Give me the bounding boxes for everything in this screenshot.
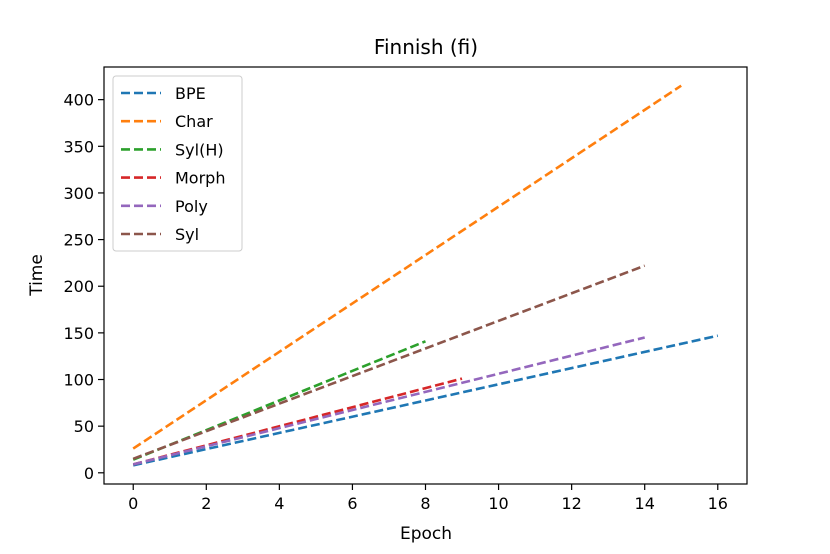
x-tick-label: 2 [201, 494, 211, 513]
x-tick-label: 8 [420, 494, 430, 513]
y-tick-label: 200 [63, 277, 94, 296]
x-tick-label: 14 [635, 494, 655, 513]
x-tick-label: 0 [128, 494, 138, 513]
plot-series [132, 84, 719, 467]
x-axis-label: Epoch [400, 524, 452, 544]
series-line-morph [132, 377, 463, 466]
x-tick-label: 16 [708, 494, 728, 513]
legend: BPE Char Syl(H) Morph Poly Syl [112, 75, 243, 252]
y-axis-label: Time [27, 254, 47, 297]
legend-label-morph: Morph [175, 169, 225, 188]
legend-label-syl: Syl [175, 225, 199, 244]
y-axis-ticks: 0 50 100 150 200 250 300 350 400 [63, 91, 104, 483]
x-axis-ticks: 0 2 4 6 8 10 12 14 16 [128, 484, 728, 513]
legend-label-bpe: BPE [175, 84, 206, 103]
x-tick-label: 4 [274, 494, 284, 513]
y-tick-label: 350 [63, 137, 94, 156]
y-tick-label: 250 [63, 231, 94, 250]
series-line-bpe [132, 334, 719, 467]
legend-label-syl-h: Syl(H) [175, 140, 224, 159]
legend-label-char: Char [175, 112, 213, 131]
x-tick-label: 10 [488, 494, 508, 513]
x-tick-label: 12 [561, 494, 581, 513]
legend-box [112, 75, 243, 252]
series-line-syl [132, 264, 646, 461]
y-tick-label: 100 [63, 371, 94, 390]
y-tick-label: 0 [84, 464, 94, 483]
chart-title: Finnish (fi) [374, 35, 478, 59]
y-tick-label: 400 [63, 91, 94, 110]
x-tick-label: 6 [347, 494, 357, 513]
y-tick-label: 150 [63, 324, 94, 343]
y-tick-label: 50 [74, 417, 94, 436]
legend-label-poly: Poly [175, 197, 208, 216]
series-line-poly [132, 336, 646, 466]
y-tick-label: 300 [63, 184, 94, 203]
series-line-char [132, 84, 682, 450]
